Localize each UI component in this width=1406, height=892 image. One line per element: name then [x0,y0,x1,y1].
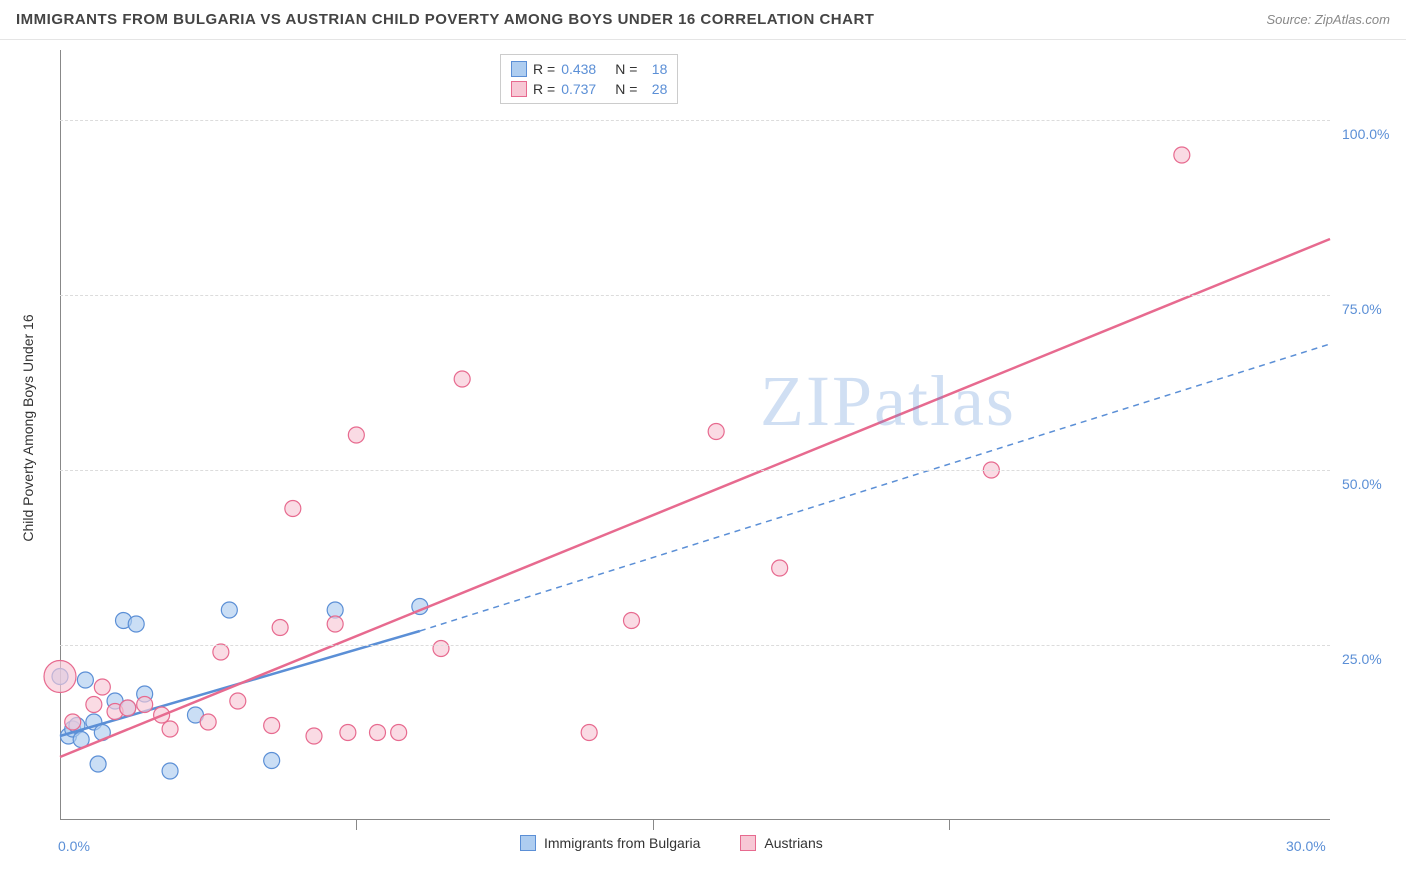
data-point [306,728,322,744]
x-tick-mark [356,820,357,830]
data-point [285,501,301,517]
legend-row: R = 0.438 N = 18 [511,59,667,79]
data-point [128,616,144,632]
gridline-h [60,470,1330,471]
chart-title: IMMIGRANTS FROM BULGARIA VS AUSTRIAN CHI… [16,11,874,28]
data-point [213,644,229,660]
series-name: Immigrants from Bulgaria [544,835,700,851]
legend-swatch [511,81,527,97]
legend-swatch [511,61,527,77]
data-point [200,714,216,730]
data-point [230,693,246,709]
x-tick-label: 0.0% [58,838,90,854]
data-point [90,756,106,772]
legend-n-label: N = [615,61,637,77]
series-legend-item: Immigrants from Bulgaria [520,835,700,851]
y-axis-label: Child Poverty Among Boys Under 16 [20,308,36,548]
correlation-legend: R = 0.438 N = 18 R = 0.737 N = 28 [500,54,678,104]
data-point [454,371,470,387]
data-point [433,641,449,657]
plot-svg [60,50,1330,820]
legend-r-value: 0.438 [561,61,609,77]
data-point [65,714,81,730]
series-legend: Immigrants from Bulgaria Austrians [520,835,823,851]
legend-r-value: 0.737 [561,81,609,97]
data-point [340,725,356,741]
legend-swatch [520,835,536,851]
legend-n-value: 18 [643,61,667,77]
chart-container: IMMIGRANTS FROM BULGARIA VS AUSTRIAN CHI… [0,0,1406,892]
data-point [162,763,178,779]
trend-line [60,239,1330,757]
data-point [86,697,102,713]
y-tick-label: 100.0% [1342,126,1389,142]
data-point [327,616,343,632]
y-tick-label: 25.0% [1342,651,1382,667]
source-name: ZipAtlas.com [1315,12,1390,27]
title-bar: IMMIGRANTS FROM BULGARIA VS AUSTRIAN CHI… [0,0,1406,40]
legend-swatch [740,835,756,851]
data-point [94,679,110,695]
legend-r-label: R = [533,61,555,77]
data-point [137,697,153,713]
data-point [77,672,93,688]
data-point [44,661,76,693]
data-point [708,424,724,440]
y-tick-label: 50.0% [1342,476,1382,492]
gridline-h [60,120,1330,121]
data-point [1174,147,1190,163]
data-point [370,725,386,741]
data-point [264,753,280,769]
data-point [772,560,788,576]
data-point [120,700,136,716]
legend-n-value: 28 [643,81,667,97]
gridline-h [60,295,1330,296]
x-tick-label: 30.0% [1286,838,1326,854]
source-attribution: Source: ZipAtlas.com [1266,12,1390,27]
data-point [221,602,237,618]
data-point [348,427,364,443]
y-tick-label: 75.0% [1342,301,1382,317]
data-point [391,725,407,741]
data-point [272,620,288,636]
legend-r-label: R = [533,81,555,97]
legend-row: R = 0.737 N = 28 [511,79,667,99]
legend-n-label: N = [615,81,637,97]
data-point [162,721,178,737]
source-prefix: Source: [1266,12,1314,27]
plot-area: 25.0%50.0%75.0%100.0%0.0%30.0% [60,50,1330,820]
x-tick-mark [949,820,950,830]
data-point [264,718,280,734]
gridline-h [60,645,1330,646]
series-name: Austrians [764,835,822,851]
series-legend-item: Austrians [740,835,822,851]
data-point [581,725,597,741]
data-point [624,613,640,629]
x-tick-mark [653,820,654,830]
trend-line-extrapolated [420,344,1330,631]
